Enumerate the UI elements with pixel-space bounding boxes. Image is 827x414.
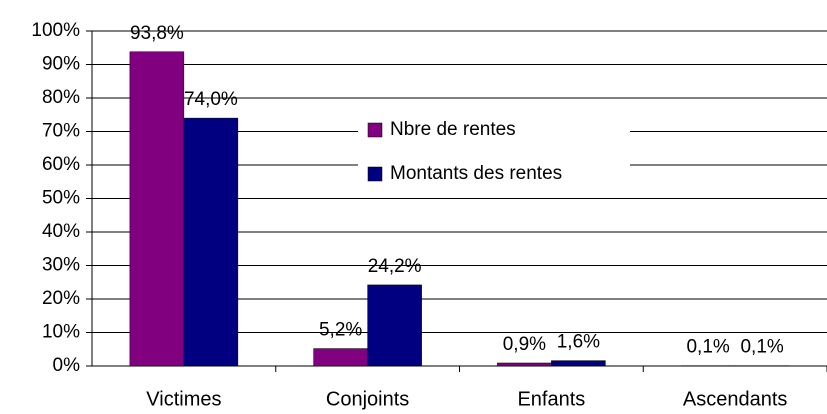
legend-box [358,108,630,192]
y-tick-label: 10% [42,322,80,343]
x-tick-label: Conjoints [326,388,409,410]
bar [129,51,185,367]
y-tick-label: 60% [42,154,80,175]
value-label: 0,1% [686,337,729,358]
legend-label: Montants des rentes [390,163,562,184]
y-tick-label: 80% [42,87,80,108]
legend-label: Nbre de rentes [390,119,516,140]
y-tick-label: 100% [31,20,80,41]
y-tick-label: 40% [42,221,80,242]
y-tick-label: 50% [42,188,80,209]
value-label: 0,9% [503,334,546,355]
legend-swatch [367,122,383,138]
y-tick-label: 0% [53,355,81,376]
bar [551,360,606,367]
bar [367,284,422,367]
bar [183,117,239,367]
legend-swatch [367,166,383,182]
y-tick-label: 20% [42,288,80,309]
value-label: 1,6% [557,332,600,353]
y-tick-label: 30% [42,255,80,276]
x-tick-label: Enfants [517,388,585,410]
value-label: 93,8% [130,23,184,44]
x-tick-label: Ascendants [683,388,788,410]
y-tick-label: 90% [42,54,80,75]
value-label: 74,0% [184,89,238,110]
y-tick-label: 70% [42,121,80,142]
value-label: 5,2% [319,320,362,341]
value-label: 24,2% [368,256,422,277]
x-tick-label: Victimes [146,388,221,410]
value-label: 0,1% [740,337,783,358]
bar [497,362,552,367]
bar [313,348,368,367]
